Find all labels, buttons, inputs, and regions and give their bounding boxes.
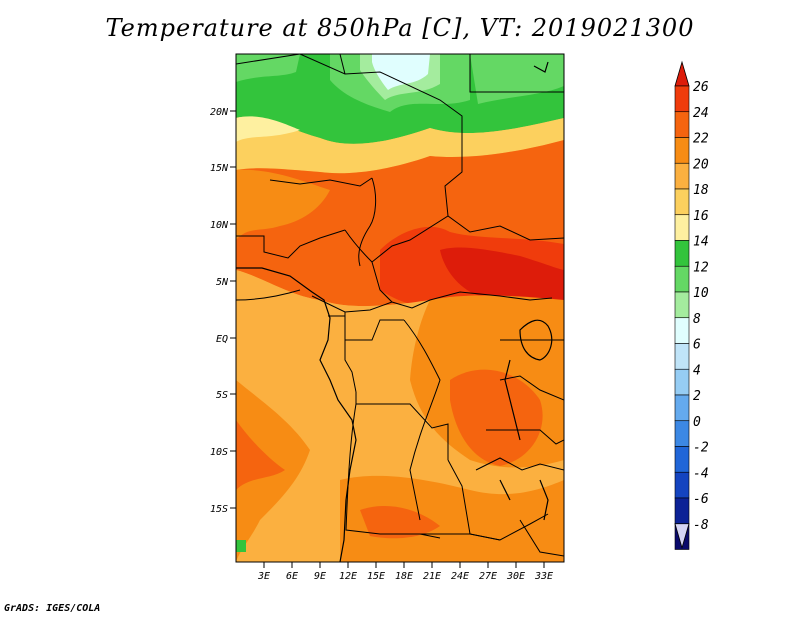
colorbar-label: -4 [693, 466, 709, 481]
colorbar-under-triangle [674, 523, 690, 550]
colorbar-label: 14 [693, 235, 709, 250]
country-borders [236, 54, 564, 557]
colorbar-label: 0 [693, 415, 701, 430]
colorbar-label: 22 [693, 132, 709, 147]
colorbar-segment [674, 317, 690, 344]
lon-label: 21E [423, 571, 441, 582]
coastlines-lakes [236, 61, 553, 562]
colorbar-segment [674, 394, 690, 422]
colorbar-label: 4 [693, 363, 701, 378]
colorbar-label: -6 [693, 492, 709, 507]
lat-label: 15S [210, 504, 228, 515]
colorbar-label: 12 [693, 260, 709, 275]
axis-ticks [230, 110, 545, 568]
lon-label: 27E [479, 571, 497, 582]
longitude-labels: 3E 6E 9E 12E 15E 18E 21E 24E 27E 30E 33E [257, 571, 553, 582]
colorbar-segment [674, 240, 690, 267]
colorbar-segment [674, 265, 690, 293]
colorbar-label: 18 [693, 183, 709, 198]
lon-label: 3E [257, 571, 270, 582]
map-title: Temperature at 850hPa [C], VT: 201902130… [105, 14, 695, 42]
colorbar-segment [674, 162, 690, 190]
colorbar-label: 6 [693, 338, 701, 353]
colorbar-segment [674, 343, 690, 370]
lon-label: 15E [367, 571, 385, 582]
latitude-labels: 20N 15N 10N 5N EQ 5S 10S 15S [210, 107, 229, 515]
colorbar-segment [674, 420, 690, 447]
colorbar-segment [674, 214, 690, 241]
colorbar-label: -2 [693, 441, 709, 456]
lon-label: 12E [339, 571, 357, 582]
lon-label: 6E [286, 571, 298, 582]
colorbar-segment [674, 291, 690, 319]
lon-label: 33E [534, 571, 553, 582]
colorbar-segment [674, 497, 690, 525]
lat-label: 10N [210, 220, 229, 231]
lat-label: 5S [216, 390, 228, 401]
colorbar-segment [674, 368, 690, 396]
colorbar-label: 24 [693, 106, 709, 121]
colorbar-label: 2 [693, 389, 701, 404]
colorbar-label: -8 [693, 518, 709, 533]
lon-label: 18E [395, 571, 413, 582]
lon-label: 30E [506, 571, 525, 582]
grads-credit: GrADS: IGES/COLA [4, 603, 101, 614]
colorbar-over-triangle [674, 60, 690, 87]
lat-label: 5N [216, 277, 229, 288]
lon-label: 24E [451, 571, 469, 582]
temperature-field [236, 54, 564, 562]
colorbar-label: 8 [693, 312, 701, 327]
colorbar-label: 10 [693, 286, 709, 301]
colorbar-segment [674, 471, 690, 499]
lat-label: EQ [216, 334, 228, 345]
lat-label: 10S [210, 447, 228, 458]
colorbar-segment [674, 137, 690, 164]
plot-frame [235, 53, 565, 563]
colorbar-segment [674, 111, 690, 138]
lon-label: 9E [314, 571, 326, 582]
lat-label: 20N [210, 107, 229, 118]
colorbar-segment [674, 85, 690, 113]
colorbar-label: 16 [693, 209, 709, 224]
colorbar-segment [674, 446, 690, 473]
lat-label: 15N [210, 163, 229, 174]
colorbar-segment [674, 188, 690, 216]
colorbar-label: 26 [693, 80, 709, 95]
colorbar-label: 20 [693, 157, 709, 172]
